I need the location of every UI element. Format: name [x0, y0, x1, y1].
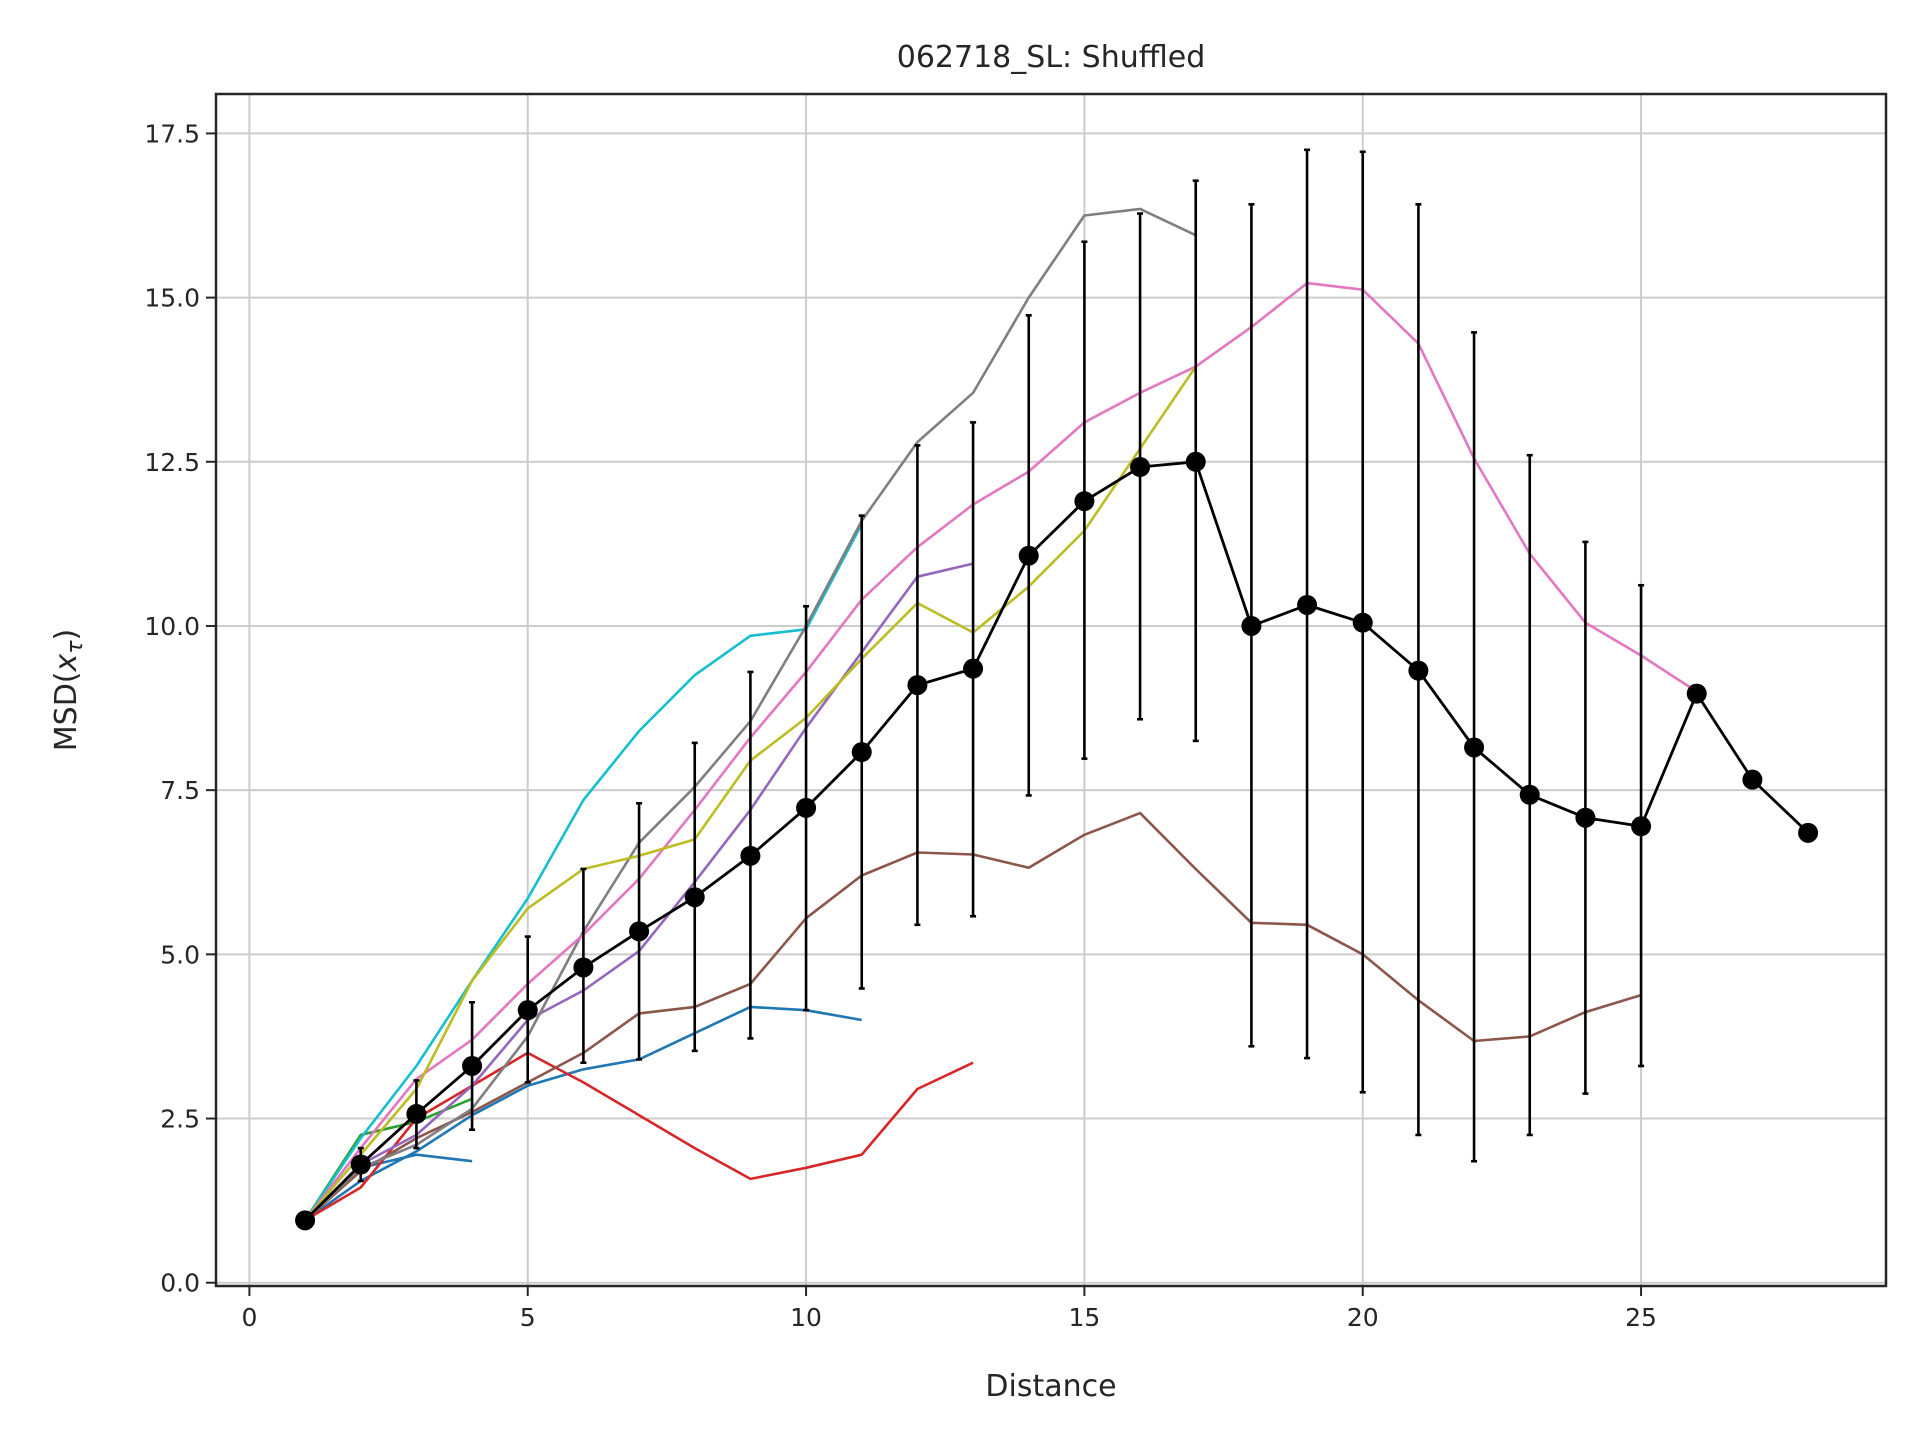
- y-tick-label: 2.5: [160, 1105, 200, 1134]
- series-line-9: [304, 281, 1698, 1222]
- mean-point: [629, 921, 650, 942]
- x-tick-label: 10: [790, 1303, 822, 1332]
- mean-point: [295, 1210, 316, 1231]
- mean-point: [1798, 822, 1819, 843]
- y-axis-label-var: x: [49, 654, 84, 673]
- mean-point: [350, 1154, 371, 1175]
- x-axis-label: Distance: [985, 1369, 1116, 1404]
- mean-series-layer: [295, 451, 1819, 1231]
- mean-point: [796, 797, 817, 818]
- mean-point: [907, 675, 928, 696]
- mean-point: [963, 658, 984, 679]
- x-tick-label: 0: [241, 1303, 257, 1332]
- y-tick-label: 7.5: [160, 776, 200, 805]
- y-tick-label: 0.0: [160, 1269, 200, 1298]
- mean-point: [1297, 594, 1318, 615]
- mean-point: [517, 1000, 538, 1021]
- mean-point: [1519, 784, 1540, 805]
- y-axis-label: MSD(xτ): [49, 629, 88, 751]
- axes-frame: [214, 92, 1888, 1288]
- mean-point: [1408, 660, 1429, 681]
- mean-point: [1352, 612, 1373, 633]
- mean-point: [740, 845, 761, 866]
- y-tick-label: 5.0: [160, 940, 200, 969]
- y-tick-label: 15.0: [144, 284, 200, 313]
- mean-point: [462, 1055, 483, 1076]
- mean-point: [573, 957, 594, 978]
- mean-point: [1742, 769, 1763, 790]
- mean-point: [1631, 816, 1652, 837]
- mean-point: [1185, 451, 1206, 472]
- series-line-3: [304, 1005, 862, 1222]
- mean-point: [1464, 737, 1485, 758]
- y-tick-label: 17.5: [144, 119, 200, 148]
- mean-point: [1074, 491, 1095, 512]
- y-tick-label: 10.0: [144, 612, 200, 641]
- mean-point: [1686, 683, 1707, 704]
- y-tick-label: 12.5: [144, 448, 200, 477]
- mean-point: [684, 887, 705, 908]
- mean-point: [1018, 545, 1039, 566]
- mean-point: [406, 1103, 427, 1124]
- x-tick-label: 20: [1347, 1303, 1379, 1332]
- chart-title: 062718_SL: Shuffled: [897, 40, 1206, 75]
- mean-point: [1575, 807, 1596, 828]
- x-tick-label: 25: [1625, 1303, 1657, 1332]
- y-axis-label-close: ): [49, 629, 84, 641]
- mean-point: [1241, 615, 1262, 636]
- mean-point: [1130, 457, 1151, 478]
- mean-point: [851, 742, 872, 763]
- series-line-7: [304, 523, 863, 1222]
- y-axis-label-sub: τ: [63, 640, 88, 654]
- mean-line: [304, 460, 1810, 1222]
- y-axis-label-base: MSD(: [49, 672, 84, 752]
- x-tick-label: 5: [520, 1303, 536, 1332]
- ticks: 0 5 10 15 20 25 0.0 2.5 5.0 7.5 10.0 12.5 15.0 17.5: [144, 119, 1657, 1332]
- x-tick-label: 15: [1068, 1303, 1100, 1332]
